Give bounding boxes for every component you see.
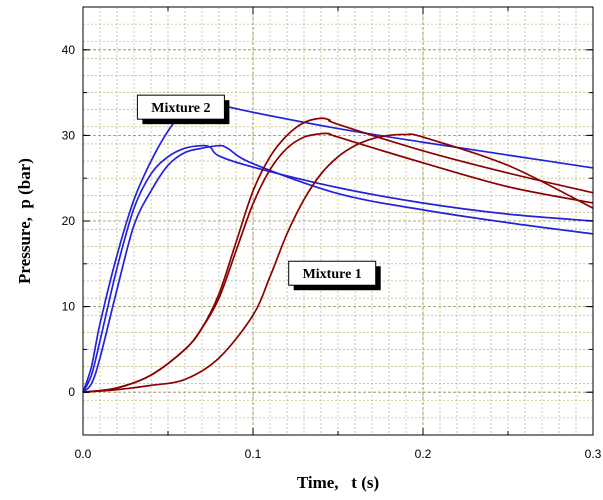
- mixture-2-curve-3: [82, 144, 594, 393]
- y-tick-label: 20: [62, 214, 76, 228]
- mixture-2-curve-2: [82, 144, 594, 393]
- callout-label: Mixture 1: [303, 267, 362, 282]
- y-tick-label: 40: [62, 43, 76, 57]
- x-tick-label: 0.1: [245, 447, 262, 461]
- y-axis-label: Pressure, p (bar): [15, 158, 34, 284]
- y-tick-label: 0: [68, 385, 75, 399]
- major-grid: [83, 7, 593, 435]
- tick-labels: 0.0 0.1 0.2 0.3 0 10 20 30 40: [62, 43, 602, 461]
- x-tick-label: 0.0: [75, 447, 92, 461]
- callout-mixture-1: Mixture 1: [288, 260, 381, 291]
- callout-box: [288, 260, 377, 286]
- y-tick-label: 30: [62, 128, 76, 142]
- callout-mixture-2: Mixture 2: [136, 94, 230, 125]
- mixture-1-curve-6: [82, 133, 594, 394]
- x-tick-label: 0.3: [585, 447, 602, 461]
- y-tick-label: 10: [62, 300, 76, 314]
- x-tick-label: 0.2: [415, 447, 432, 461]
- mixture-1-curve-5: [82, 132, 594, 394]
- callouts: Mixture 2 Mixture 1: [136, 94, 381, 291]
- x-axis-label: Time, t (s): [297, 473, 379, 492]
- callout-label: Mixture 2: [151, 101, 210, 116]
- callout-box: [136, 94, 225, 120]
- ticks-layer: [82, 6, 594, 436]
